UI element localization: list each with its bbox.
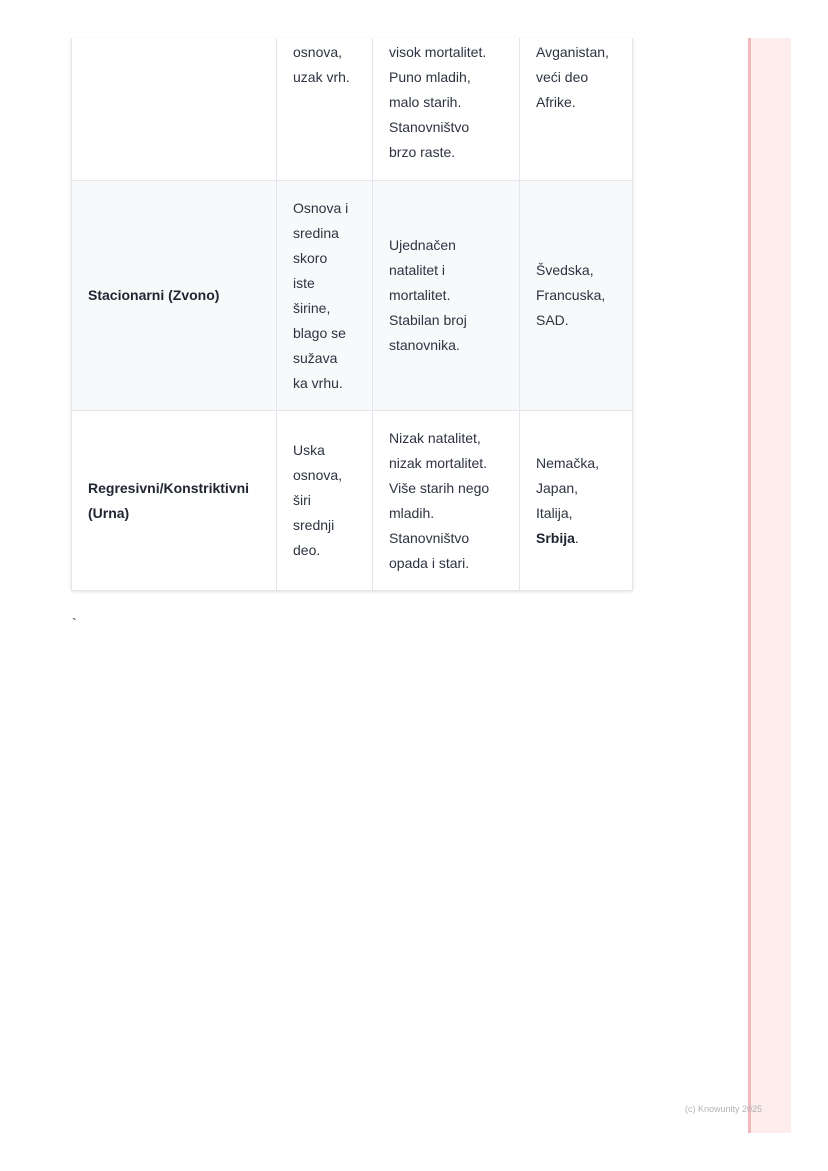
shape-cell: Uska osnova, širi srednji deo. — [276, 410, 373, 591]
cell-line: malo starih. — [389, 94, 462, 110]
table-row: Regresivni/Konstriktivni (Urna) Uska osnov… — [71, 410, 633, 591]
type-cell: Stacionarni (Zvono) — [71, 180, 277, 411]
cell-line: Uska — [293, 442, 325, 458]
cell-line: Nemačka, — [536, 454, 600, 471]
cell-line: osnova, — [293, 44, 343, 60]
cell-line: sužava — [293, 349, 338, 366]
cell-line: Stanovništvo — [389, 119, 470, 135]
cell-line: Italija, — [536, 504, 573, 521]
cell-line: Avganistan, — [536, 44, 609, 60]
cell-line: mladih. — [389, 504, 435, 521]
cell-line: Ujednačen — [389, 237, 456, 253]
characteristics-cell: visok mortalitet. Puno mladih, malo starih… — [372, 38, 520, 181]
type-cell — [71, 38, 277, 181]
shape-cell: Osnova i sredina skoro iste širine, blago se s… — [276, 180, 373, 411]
population-pyramid-table: osnova, uzak vrh. visok mortalitet. Puno m… — [71, 38, 633, 591]
cell-line: Regresivni/Konstriktivni — [88, 479, 250, 496]
cell-line: Afrike. — [536, 94, 576, 110]
cell-line: opada i stari. — [389, 554, 470, 571]
cell-line: mortalitet. — [389, 287, 451, 303]
examples-list: Nemačka, Japan, Italija, — [536, 455, 599, 521]
cell-line: Puno mladih, — [389, 69, 471, 85]
cell-line: blago se — [293, 324, 346, 341]
footer-copyright: (c) Knowunity 2025 — [685, 1104, 763, 1114]
cell-line: Osnova i — [293, 199, 349, 216]
examples-cell: Nemačka, Japan, Italija, Srbija. — [519, 410, 633, 591]
examples-bold: Srbija — [536, 529, 575, 546]
cell-line: širine, — [293, 299, 331, 316]
shape-cell: osnova, uzak vrh. — [276, 38, 373, 181]
cell-line: Japan, — [536, 479, 579, 496]
stray-character: ` — [72, 615, 77, 631]
table-row: Stacionarni (Zvono) Osnova i sredina skoro… — [71, 180, 633, 411]
cell-line: sredina — [293, 224, 339, 241]
margin-strip — [748, 38, 791, 1133]
cell-line: Stabilan broj — [389, 312, 467, 328]
cell-line: veći deo — [536, 69, 589, 85]
cell-line: ka vrhu. — [293, 374, 343, 391]
cell-line: SAD. — [536, 312, 569, 328]
characteristics-cell: Ujednačen natalitet i mortalitet. Stabilan … — [372, 180, 520, 411]
examples-cell: Švedska, Francuska, SAD. — [519, 180, 633, 411]
cell-line: deo. — [293, 542, 321, 558]
cell-line: Francuska, — [536, 287, 606, 303]
examples-tail: . — [574, 529, 579, 546]
cell-line: širi — [293, 492, 311, 508]
cell-line: Švedska, — [536, 262, 594, 278]
cell-line: Stanovništvo — [389, 529, 470, 546]
type-cell: Regresivni/Konstriktivni (Urna) — [71, 410, 277, 591]
cell-line: natalitet i — [389, 262, 446, 278]
table-row: osnova, uzak vrh. visok mortalitet. Puno m… — [71, 38, 633, 181]
cell-line: osnova, — [293, 467, 343, 483]
cell-line: brzo raste. — [389, 144, 456, 160]
characteristics-cell: Nizak natalitet, nizak mortalitet. Više st… — [372, 410, 520, 591]
cell-line: Nizak natalitet, — [389, 429, 481, 446]
cell-line: iste — [293, 274, 315, 291]
cell-line: Više starih nego — [389, 479, 490, 496]
cell-line: (Urna) — [88, 504, 130, 521]
examples-cell: Avganistan, veći deo Afrike. — [519, 38, 633, 181]
cell-line: srednji — [293, 517, 335, 533]
cell-line: stanovnika. — [389, 337, 460, 353]
cell-line: visok mortalitet. — [389, 44, 487, 60]
cell-line: skoro — [293, 249, 328, 266]
cell-line: uzak vrh. — [293, 69, 350, 85]
cell-line: nizak mortalitet. — [389, 454, 488, 471]
